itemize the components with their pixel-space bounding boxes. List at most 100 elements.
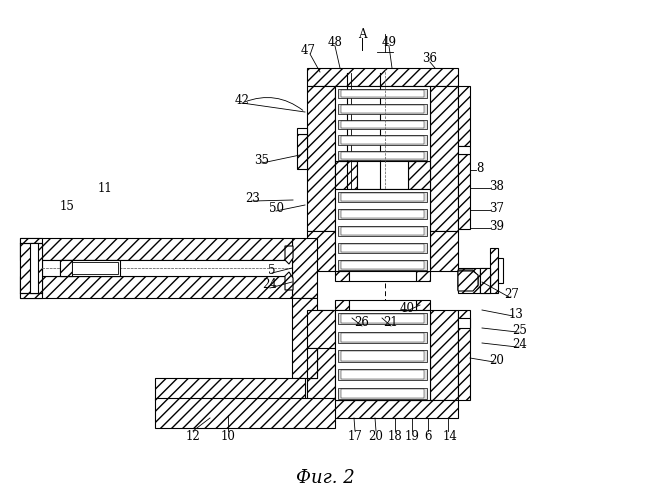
Bar <box>341 210 424 218</box>
Bar <box>341 314 424 324</box>
Bar <box>341 136 424 143</box>
Bar <box>335 310 430 400</box>
Text: 40: 40 <box>400 302 415 314</box>
Polygon shape <box>285 272 293 290</box>
Bar <box>490 248 498 293</box>
Bar <box>341 193 424 202</box>
Bar <box>357 161 408 189</box>
Bar <box>20 238 292 260</box>
Text: 24: 24 <box>513 338 527 351</box>
Text: 42: 42 <box>235 94 250 106</box>
Text: 21: 21 <box>384 316 398 330</box>
Bar <box>338 369 427 380</box>
Text: 39: 39 <box>489 220 504 232</box>
Text: 12: 12 <box>186 430 200 442</box>
Bar <box>307 348 317 378</box>
Bar <box>335 271 349 281</box>
Bar <box>42 260 292 276</box>
Bar <box>349 271 416 281</box>
Text: 20: 20 <box>369 430 383 442</box>
Bar <box>349 300 416 310</box>
Bar <box>458 154 470 229</box>
Text: 50: 50 <box>268 202 283 214</box>
Bar <box>20 276 292 298</box>
Text: 38: 38 <box>489 180 504 192</box>
Bar <box>297 134 307 169</box>
Text: 14: 14 <box>443 430 458 442</box>
Bar <box>498 258 503 283</box>
Bar <box>338 242 427 253</box>
Bar <box>341 370 424 380</box>
Bar <box>335 86 430 161</box>
Text: 35: 35 <box>255 154 270 166</box>
Text: 6: 6 <box>424 430 432 442</box>
Bar <box>341 106 424 113</box>
Bar <box>338 226 427 236</box>
Bar <box>458 268 480 293</box>
Text: 10: 10 <box>220 430 235 442</box>
Text: 47: 47 <box>300 44 315 57</box>
Bar <box>338 104 427 114</box>
Bar <box>20 243 42 293</box>
Bar <box>341 152 424 159</box>
Bar <box>338 313 427 324</box>
Bar <box>307 400 458 418</box>
Text: 15: 15 <box>60 200 75 213</box>
Bar <box>338 150 427 160</box>
Bar <box>20 238 42 298</box>
Text: 11: 11 <box>98 182 112 194</box>
Text: 27: 27 <box>504 288 519 302</box>
Polygon shape <box>458 271 478 291</box>
Bar <box>458 310 470 400</box>
Polygon shape <box>458 270 478 290</box>
Bar <box>292 298 317 378</box>
Bar <box>307 231 335 271</box>
Bar <box>341 244 424 252</box>
Bar <box>307 310 335 400</box>
Text: 37: 37 <box>489 202 504 214</box>
Bar <box>30 243 38 293</box>
Text: 8: 8 <box>476 162 484 174</box>
Polygon shape <box>285 246 293 264</box>
Bar <box>416 300 430 310</box>
Bar <box>341 227 424 235</box>
Text: 48: 48 <box>328 36 343 49</box>
Bar <box>416 271 430 281</box>
Bar <box>338 209 427 220</box>
Text: 36: 36 <box>422 52 437 64</box>
Bar <box>335 300 349 310</box>
Bar <box>338 388 427 399</box>
Bar <box>480 268 490 293</box>
Bar <box>408 161 430 189</box>
Bar <box>480 268 490 293</box>
Bar <box>155 378 305 400</box>
Bar <box>458 146 470 154</box>
Bar <box>338 135 427 144</box>
Text: A: A <box>358 28 366 40</box>
Text: 49: 49 <box>382 36 396 49</box>
Bar <box>335 161 357 189</box>
Bar <box>338 120 427 129</box>
Bar <box>341 90 424 98</box>
Bar <box>338 192 427 202</box>
Bar <box>341 260 424 269</box>
Bar <box>338 350 427 362</box>
Bar <box>430 86 458 231</box>
Bar <box>458 318 470 328</box>
Text: 17: 17 <box>348 430 363 442</box>
Bar <box>60 260 72 276</box>
Bar <box>458 86 470 146</box>
Bar <box>307 310 335 348</box>
Bar <box>60 260 120 276</box>
Text: 13: 13 <box>508 308 523 320</box>
Bar <box>335 189 430 271</box>
Bar <box>341 388 424 398</box>
Bar <box>307 86 335 231</box>
Text: 23: 23 <box>246 192 261 204</box>
Text: 26: 26 <box>354 316 369 330</box>
Text: 24: 24 <box>263 278 278 291</box>
Bar <box>338 260 427 270</box>
Bar <box>297 128 307 134</box>
Text: Фиг. 2: Фиг. 2 <box>296 469 354 487</box>
Bar <box>338 332 427 343</box>
